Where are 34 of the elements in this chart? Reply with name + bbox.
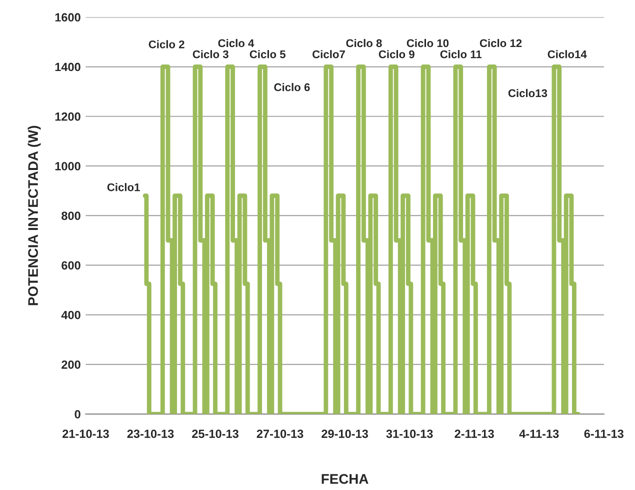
x-tick-label: 2-11-13: [454, 430, 494, 438]
y-tick-label: 1200: [55, 112, 80, 121]
x-tick-label: 27-10-13: [256, 430, 304, 438]
x-tick-label: 21-10-13: [62, 430, 109, 438]
annotation: Ciclo 11: [440, 50, 482, 58]
y-tick-label: 1400: [55, 62, 80, 72]
annotation: Ciclo 12: [480, 38, 522, 48]
annotation: Ciclo 9: [378, 50, 414, 58]
y-tick-label: 800: [62, 212, 80, 220]
y-tick-label: 200: [62, 360, 80, 369]
annotation: Ciclo 6: [274, 83, 310, 92]
annotation: Ciclo1: [107, 183, 140, 192]
annotation: Ciclo13: [508, 88, 548, 98]
annotation: Ciclo7: [312, 50, 345, 58]
x-axis-title: FECHA: [322, 474, 368, 484]
x-tick-label: 31-10-13: [386, 430, 433, 438]
y-tick-label: 1600: [55, 13, 80, 22]
annotation: Ciclo14: [548, 50, 587, 58]
x-tick-label: 23-10-13: [127, 430, 174, 438]
x-tick-label: 29-10-13: [322, 430, 368, 438]
y-axis-title: POTENCIA INYECTADA (W): [28, 126, 41, 306]
y-tick-label: 0: [74, 410, 80, 418]
annotation: Ciclo 3: [192, 50, 228, 58]
y-tick-label: 1000: [55, 162, 80, 170]
annotation: Ciclo 4: [218, 38, 254, 48]
annotation: Ciclo 8: [346, 38, 382, 48]
annotation: Ciclo 2: [148, 40, 184, 48]
x-tick-label: 25-10-13: [192, 430, 238, 438]
annotation: Ciclo 5: [250, 50, 286, 58]
annotation: Ciclo 10: [406, 38, 449, 48]
y-tick-label: 400: [61, 310, 80, 320]
x-tick-label: 6-11-13: [584, 430, 624, 438]
x-tick-label: 4-11-13: [519, 430, 559, 438]
y-tick-label: 600: [62, 261, 80, 270]
